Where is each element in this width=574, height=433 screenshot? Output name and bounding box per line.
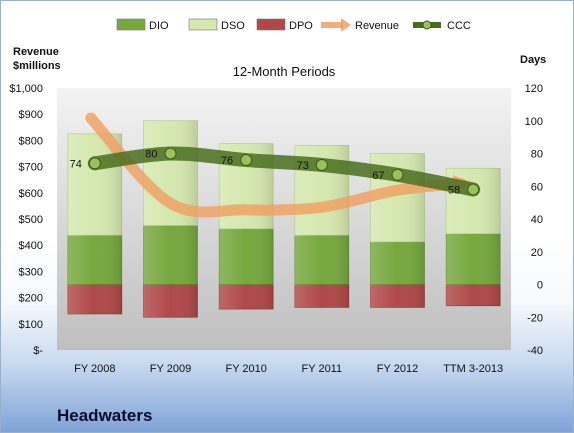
- x-axis-category-label: FY 2009: [150, 363, 191, 375]
- ccc-point: [88, 157, 101, 170]
- left-axis-tick-label: $400: [19, 240, 43, 252]
- legend-label: DPO: [289, 20, 313, 32]
- left-axis-tick-label: $500: [19, 214, 43, 226]
- ccc-point: [391, 168, 404, 181]
- company-name: Headwaters: [57, 406, 153, 425]
- legend-ccc-marker: [422, 20, 432, 30]
- right-axis-tick-label: 80: [531, 149, 543, 161]
- ccc-data-label: 74: [70, 158, 82, 170]
- right-axis-tick-label: 100: [525, 116, 543, 128]
- right-axis-tick-label: -20: [527, 312, 543, 324]
- legend-swatch-dso: [188, 18, 218, 31]
- ccc-data-label: 67: [372, 170, 384, 182]
- left-axis-tick-label: $700: [19, 162, 43, 174]
- right-axis-tick-label: 20: [531, 247, 543, 259]
- chart-title: 12-Month Periods: [233, 64, 336, 79]
- right-axis-title: Days: [520, 54, 546, 66]
- left-axis-title: $millions: [13, 60, 61, 72]
- legend-revenue-arrowhead: [341, 18, 351, 32]
- legend-label: Revenue: [355, 20, 399, 32]
- left-axis-tick-label: $900: [19, 109, 43, 121]
- ccc-point: [467, 183, 480, 196]
- ccc-data-label: 76: [221, 155, 233, 167]
- x-axis-category-label: FY 2012: [377, 363, 418, 375]
- ccc-data-label: 80: [145, 149, 157, 161]
- ccc-point: [315, 158, 328, 171]
- legend-swatch-dpo: [256, 18, 286, 31]
- legend-label: DSO: [221, 20, 245, 32]
- left-axis-title: Revenue: [13, 46, 59, 58]
- plot-area: [57, 88, 511, 350]
- ccc-data-label: 73: [297, 160, 309, 172]
- left-axis-tick-label: $200: [19, 293, 43, 305]
- ccc-point: [164, 147, 177, 160]
- left-axis-tick-label: $-: [33, 345, 43, 357]
- legend-swatch-dio: [116, 18, 146, 31]
- ccc-series-line: [87, 146, 481, 197]
- legend-label: DIO: [149, 20, 169, 32]
- bar-shading: [219, 143, 274, 310]
- left-axis-tick-label: $100: [19, 319, 43, 331]
- left-axis-tick-label: $300: [19, 266, 43, 278]
- ccc-point: [240, 154, 253, 167]
- revenue-series-line: [85, 112, 473, 218]
- x-axis-category-label: TTM 3-2013: [443, 363, 503, 375]
- right-axis-tick-label: 0: [537, 280, 543, 292]
- x-axis-category-label: FY 2011: [302, 363, 343, 375]
- left-axis-tick-label: $600: [19, 188, 43, 200]
- ccc-data-label: 58: [448, 185, 460, 197]
- x-axis-category-label: FY 2010: [225, 363, 266, 375]
- x-axis-category-label: FY 2008: [74, 363, 115, 375]
- left-axis-tick-label: $800: [19, 135, 43, 147]
- legend-label: CCC: [447, 20, 471, 32]
- right-axis-tick-label: 60: [531, 181, 543, 193]
- right-axis-tick-label: -40: [527, 345, 543, 357]
- right-axis-tick-label: 120: [525, 83, 543, 95]
- left-axis-tick-label: $1,000: [9, 83, 43, 95]
- right-axis-tick-label: 40: [531, 214, 543, 226]
